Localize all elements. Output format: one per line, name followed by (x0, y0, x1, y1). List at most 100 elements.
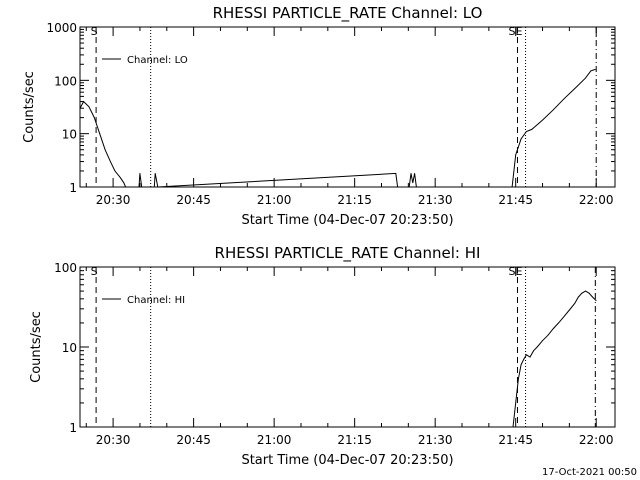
panel-2-y-tick-label: 10 (62, 341, 77, 355)
panel-1-series-point (88, 106, 90, 108)
panel-1-series-point (125, 186, 126, 188)
panel-1-y-axis-label: Counts/sec (22, 71, 37, 143)
panel-1-series-point (79, 107, 81, 109)
panel-2-y-axis-label: Counts/sec (29, 311, 44, 383)
panel-1-series-line (79, 68, 596, 188)
panel-1-axes-frame (79, 26, 616, 188)
panel-2-x-tick-label: 21:00 (257, 433, 292, 447)
panel-2-series-point (577, 296, 579, 298)
panel-2-series-line (512, 290, 597, 428)
panel-1: RHESSI PARTICLE_RATE Channel: LO 1 10 100 10… (22, 4, 616, 228)
panel-2-x-tick-label: 22:00 (579, 433, 614, 447)
panel-1-series-point (408, 186, 410, 188)
panel-1-event-label: SE (509, 25, 523, 38)
panels: RHESSI PARTICLE_RATE Channel: LO 1 10 100 10… (22, 4, 616, 468)
panel-1-series-point (99, 133, 101, 135)
panel-2-y-tick-label: 100 (54, 261, 77, 275)
panel-1-series-point (594, 69, 596, 70)
panel-1-y-tick-label: 1000 (46, 21, 77, 35)
panel-2-series-point (588, 292, 590, 294)
panel-1-series-point (585, 77, 586, 79)
panel-1-series-point (138, 186, 140, 188)
panel-1-title: RHESSI PARTICLE_RATE Channel: LO (213, 4, 483, 23)
panel-1-x-tick-label: 21:15 (337, 193, 372, 207)
panel-1-y-tick-label: 10 (62, 128, 77, 142)
panel-1-x-tick-label: 20:30 (96, 193, 131, 207)
panel-2-x-tick-label: 20:45 (176, 433, 211, 447)
panel-1-y-tick-label: 1 (69, 181, 77, 195)
panel-2-series-point (595, 300, 597, 301)
panel-2-series-point (547, 334, 549, 336)
panel-2-series-point (523, 359, 525, 360)
panel-1-series-point (154, 173, 156, 174)
panel-2-series-point (585, 290, 586, 292)
panel-1-series-point (83, 101, 84, 102)
panel-1-series-point (139, 173, 141, 174)
panel-1-series-point (515, 154, 517, 156)
panel-1-x-tick-label: 21:30 (418, 193, 453, 207)
panel-2-title: RHESSI PARTICLE_RATE Channel: HI (215, 244, 481, 263)
panel-2-series-point (574, 303, 576, 304)
panel-1-x-tick-label: 21:45 (498, 193, 533, 207)
panel-2: RHESSI PARTICLE_RATE Channel: HI 1 10 100 20… (29, 244, 616, 468)
panel-2-event-label: S (91, 265, 98, 278)
panel-2-y-tick-label: 1 (69, 421, 77, 435)
panel-1-series-point (416, 186, 417, 188)
panel-2-x-axis-label: Start Time (04-Dec-07 20:23:50) (241, 453, 453, 468)
footer-timestamp: 17-Oct-2021 00:50 (542, 467, 637, 478)
panel-1-x-tick-label: 21:00 (257, 193, 292, 207)
panel-1-x-tick-label: 22:00 (579, 193, 614, 207)
panel-1-series-point (563, 98, 565, 100)
panel-2-x-tick-label: 21:30 (418, 433, 453, 447)
panel-1-series-point (531, 129, 533, 130)
panel-1-series-point (93, 117, 95, 118)
panel-2-x-tick-label: 21:45 (498, 433, 533, 447)
panel-1-series-point (526, 131, 527, 132)
panel-1-series-point (141, 186, 143, 188)
panel-2-series-point (512, 426, 514, 428)
panel-1-series-point (410, 173, 412, 174)
panel-1-series-point (110, 161, 111, 163)
panel-2-series-point (563, 316, 565, 317)
panel-2-series-point (569, 309, 570, 311)
panel-1-y-tick-label: 100 (54, 74, 77, 88)
panel-2-series-point (515, 402, 517, 404)
panel-2-legend-label: Channel: HI (127, 295, 185, 306)
panel-1-x-tick-label: 20:45 (176, 193, 211, 207)
panel-1-series-point (511, 186, 513, 188)
panel-2-series-point (536, 346, 538, 348)
panel-1-series-point (157, 186, 159, 188)
panel-2-series-point (518, 378, 519, 380)
panel-1-series-point (114, 170, 116, 172)
panel-2-event-label: SE (509, 265, 523, 278)
panel-1-series-point (590, 70, 592, 72)
panel-1-series-point (395, 173, 397, 174)
panel-2-series-point (520, 364, 522, 366)
panel-1-series-point (552, 109, 554, 111)
panel-2-x-tick-label: 21:15 (337, 433, 372, 447)
panel-1-series-point (412, 182, 414, 184)
panel-2-series-point (558, 322, 559, 324)
panel-2-series-point (533, 350, 534, 352)
panel-1-series-point (123, 182, 125, 184)
panel-1-series-point (542, 119, 543, 121)
panel-1-legend-label: Channel: LO (127, 55, 188, 66)
panel-1-series-point (520, 138, 522, 140)
panel-1-x-axis-label: Start Time (04-Dec-07 20:23:50) (241, 213, 453, 228)
panel-1-series-point (153, 186, 155, 188)
panel-1-series-point (397, 186, 398, 188)
panel-2-series-point (581, 292, 583, 294)
panel-1-series-point (119, 177, 121, 179)
panel-2-series-point (526, 354, 527, 356)
panel-2-series-point (529, 356, 531, 358)
panel-1-series-point (574, 88, 576, 89)
panel-2-series-point (592, 296, 593, 298)
panel-2-x-tick-label: 20:30 (96, 433, 131, 447)
panel-1-event-label: S (91, 25, 98, 38)
panel-1-series-point (104, 149, 106, 151)
panel-2-series-point (542, 340, 543, 342)
panel-1-series-point (414, 173, 415, 174)
panel-2-series-point (552, 328, 554, 329)
